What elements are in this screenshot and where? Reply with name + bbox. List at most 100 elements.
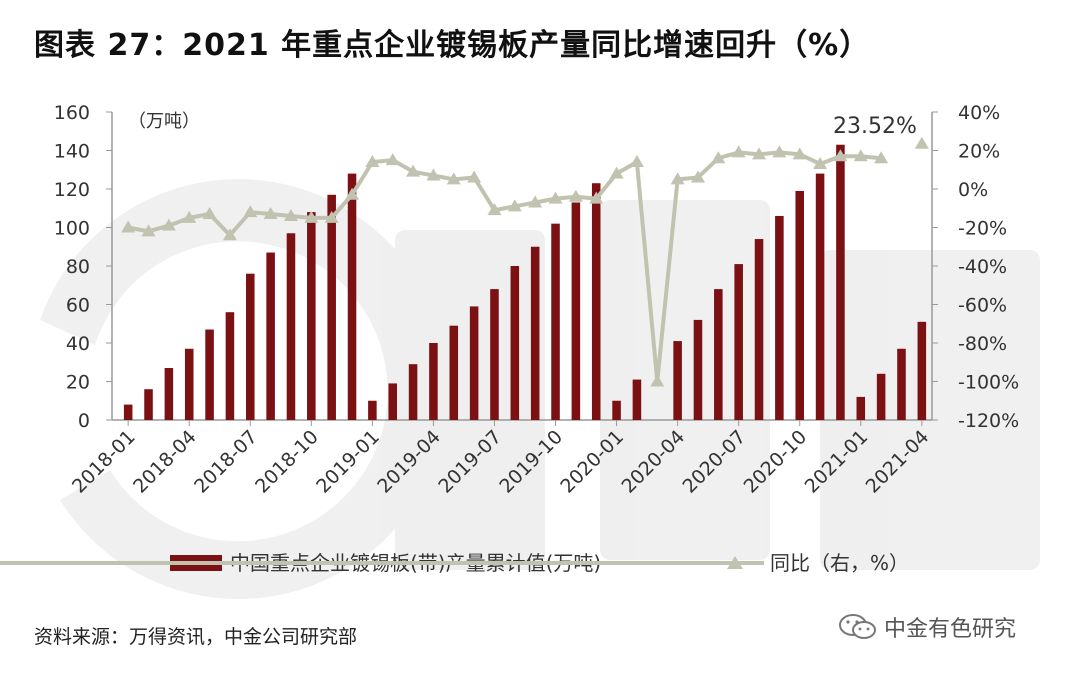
line-point: [528, 195, 543, 208]
line-point: [426, 168, 441, 181]
right-axis-tick-label: -80%: [958, 333, 1007, 355]
line-point: [467, 170, 482, 183]
line-point: [507, 199, 522, 212]
bar: [429, 343, 438, 420]
bar: [368, 400, 377, 420]
bar: [673, 341, 682, 420]
right-axis-tick-label: -60%: [958, 295, 1007, 317]
x-axis-tick-label: 2019-01: [312, 426, 384, 498]
x-axis-tick-label: 2020-10: [740, 426, 812, 498]
line-point: [182, 210, 197, 223]
line-point: [752, 147, 767, 160]
line-point: [121, 220, 136, 233]
line-point: [161, 218, 176, 231]
bar: [897, 348, 906, 420]
left-axis-tick-label: 80: [66, 256, 90, 278]
right-axis-tick-label: 0%: [958, 179, 988, 201]
bar: [246, 273, 255, 420]
bar: [612, 400, 621, 420]
line-point: [283, 208, 298, 221]
bar: [266, 252, 275, 420]
wechat-account-name: 中金有色研究: [884, 617, 1017, 642]
right-axis-tick-label: -20%: [958, 218, 1007, 240]
x-axis-tick-label: 2018-04: [129, 426, 201, 498]
x-axis-tick-label: 2019-10: [495, 426, 567, 498]
line-point: [731, 145, 746, 158]
line-point: [487, 203, 502, 216]
right-axis-tick-label: -100%: [958, 372, 1019, 394]
left-axis-tick-label: 60: [66, 295, 90, 317]
bar: [734, 264, 743, 420]
wechat-icon: [839, 614, 876, 639]
right-axis-tick-label: 40%: [958, 102, 1000, 124]
left-axis-tick-label: 140: [54, 141, 90, 163]
bar: [123, 404, 133, 420]
line-point: [141, 224, 156, 237]
bar: [388, 383, 397, 420]
chart-title: 图表 27：2021 年重点企业镀锡板产量同比增速回升（%）: [34, 28, 871, 63]
line-point: [792, 147, 807, 160]
x-axis-tick-label: 2018-01: [68, 426, 140, 498]
left-axis-tick-label: 160: [54, 102, 90, 124]
line-point: [629, 155, 644, 168]
right-axis-tick-label: -40%: [958, 256, 1007, 278]
line-path: [127, 150, 882, 384]
bar: [693, 319, 703, 420]
x-axis-tick-label: 2021-01: [801, 426, 873, 498]
bar: [876, 373, 886, 420]
line-point: [548, 191, 563, 204]
x-axis-tick-label: 2019-07: [434, 426, 506, 498]
bar: [408, 364, 418, 420]
line-point: [263, 207, 278, 220]
bar: [164, 368, 174, 420]
bar: [836, 144, 845, 420]
bar: [449, 325, 459, 420]
right-axis-tick-label: -120%: [958, 410, 1019, 432]
bar: [184, 348, 194, 420]
left-axis-tick-label: 100: [54, 218, 90, 240]
line-point: [609, 166, 624, 179]
line-point: [711, 151, 726, 164]
bar: [551, 223, 560, 420]
x-axis-tick-label: 2018-10: [251, 426, 323, 498]
bar: [510, 266, 520, 420]
bar: [754, 239, 764, 420]
bar: [856, 396, 866, 420]
line-point: [914, 136, 929, 149]
left-axis-tick-label: 0: [78, 410, 90, 432]
line-point: [690, 170, 705, 183]
line-point: [833, 149, 848, 162]
left-axis-tick-label: 120: [54, 179, 90, 201]
line-point: [304, 210, 319, 223]
bar: [205, 329, 214, 420]
bar: [144, 389, 153, 420]
left-axis-tick-label: 20: [66, 372, 90, 394]
annotation-last-value: 23.52%: [833, 114, 917, 139]
x-axis-tick-label: 2020-07: [679, 426, 751, 498]
line-point: [874, 151, 889, 164]
line-point: [222, 228, 237, 241]
line-point: [589, 191, 604, 204]
line-point: [202, 207, 217, 220]
bar: [795, 190, 804, 420]
source-note: 资料来源：万得资讯，中金公司研究部: [34, 626, 358, 648]
line-series: [121, 136, 929, 387]
wechat-account: 中金有色研究: [838, 610, 1016, 644]
line-point: [406, 164, 421, 177]
line-point: [446, 172, 461, 185]
bar: [307, 212, 316, 420]
legend-triangle-marker: [727, 556, 743, 569]
line-point: [772, 145, 787, 158]
line-point: [813, 156, 828, 169]
line-point: [385, 153, 400, 166]
left-axis-unit: （万吨）: [128, 111, 200, 132]
right-axis-tick-label: 20%: [958, 141, 1000, 163]
bar: [530, 246, 540, 420]
bar: [591, 183, 601, 420]
line-point: [670, 172, 685, 185]
bar-series: [123, 144, 927, 420]
line-point: [324, 210, 339, 223]
x-axis-tick-label: 2019-04: [373, 426, 445, 498]
bar: [714, 289, 723, 420]
